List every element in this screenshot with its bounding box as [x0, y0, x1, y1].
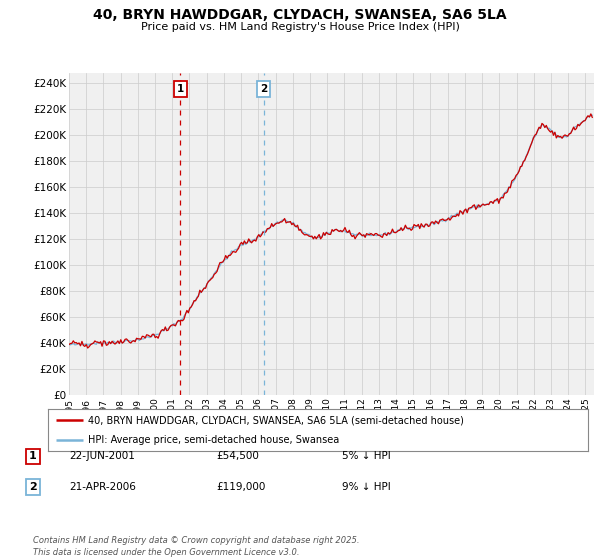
Text: £119,000: £119,000 — [216, 482, 265, 492]
Text: Price paid vs. HM Land Registry's House Price Index (HPI): Price paid vs. HM Land Registry's House … — [140, 22, 460, 32]
Text: 5% ↓ HPI: 5% ↓ HPI — [342, 451, 391, 461]
Text: HPI: Average price, semi-detached house, Swansea: HPI: Average price, semi-detached house,… — [89, 435, 340, 445]
Text: 2: 2 — [260, 84, 267, 94]
Text: 22-JUN-2001: 22-JUN-2001 — [69, 451, 135, 461]
Text: 1: 1 — [29, 451, 37, 461]
Text: £54,500: £54,500 — [216, 451, 259, 461]
Text: 2: 2 — [29, 482, 37, 492]
Text: 21-APR-2006: 21-APR-2006 — [69, 482, 136, 492]
Text: 40, BRYN HAWDDGAR, CLYDACH, SWANSEA, SA6 5LA (semi-detached house): 40, BRYN HAWDDGAR, CLYDACH, SWANSEA, SA6… — [89, 415, 464, 425]
Text: 1: 1 — [177, 84, 184, 94]
Text: 40, BRYN HAWDDGAR, CLYDACH, SWANSEA, SA6 5LA: 40, BRYN HAWDDGAR, CLYDACH, SWANSEA, SA6… — [93, 8, 507, 22]
Text: Contains HM Land Registry data © Crown copyright and database right 2025.
This d: Contains HM Land Registry data © Crown c… — [33, 536, 359, 557]
Text: 9% ↓ HPI: 9% ↓ HPI — [342, 482, 391, 492]
